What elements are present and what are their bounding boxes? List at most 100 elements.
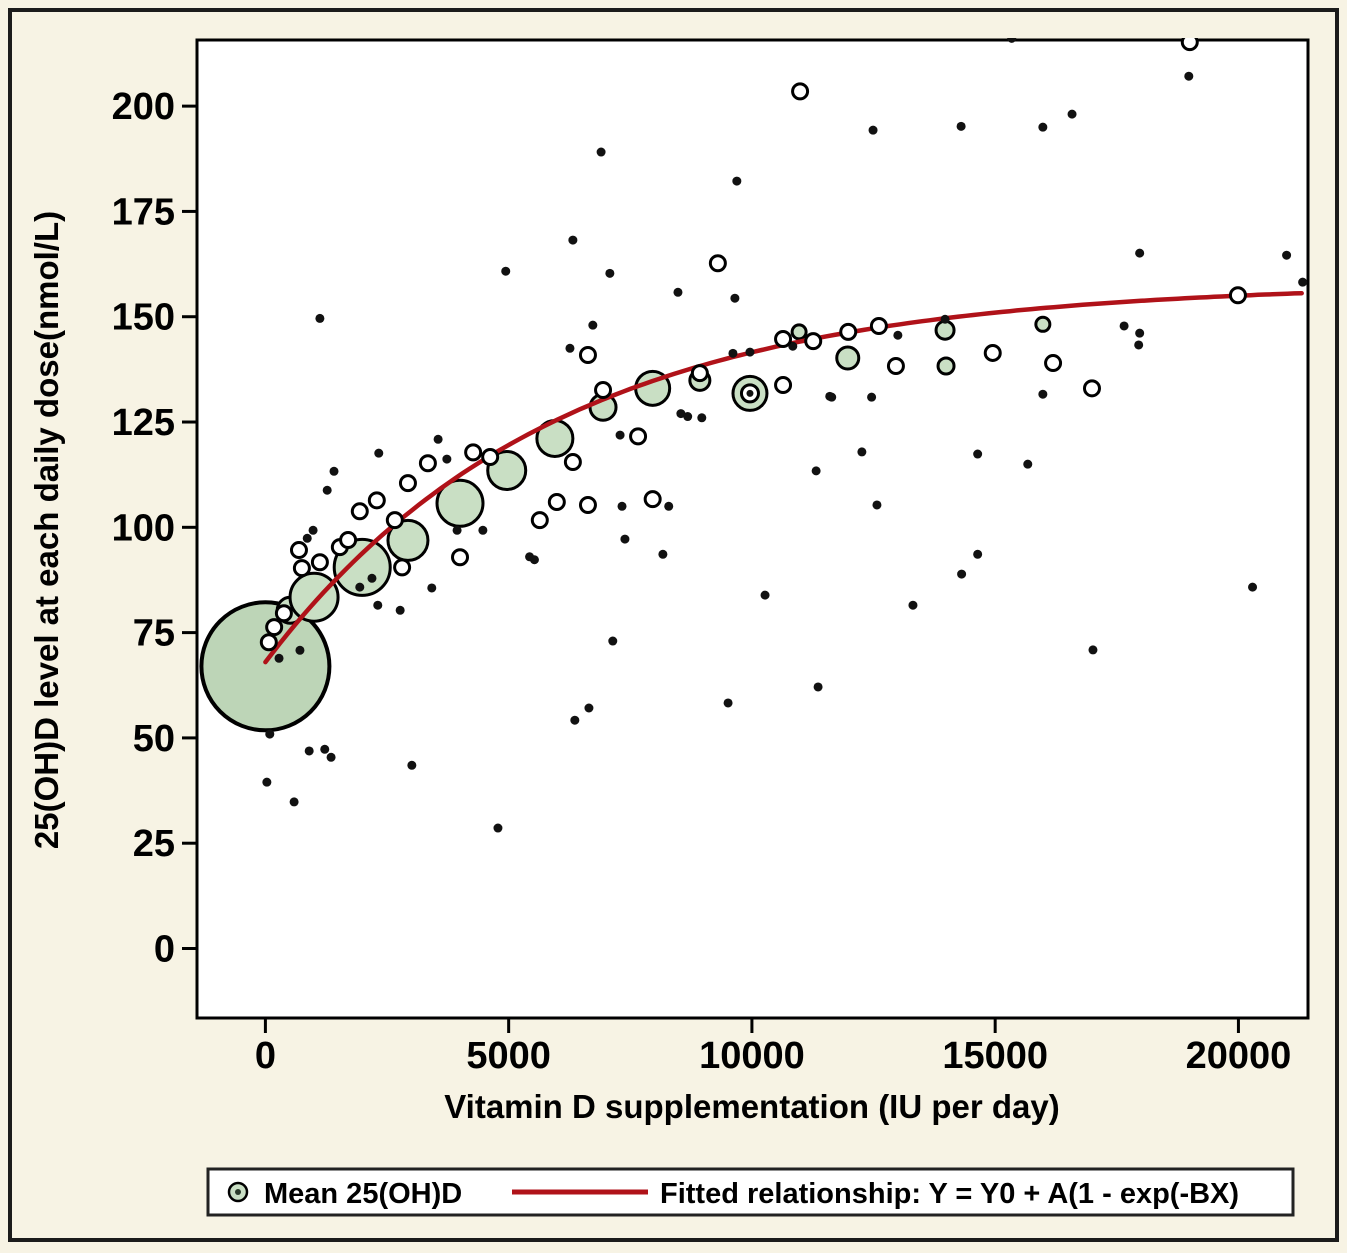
data-point-dot	[608, 636, 618, 646]
data-point-dot	[1282, 250, 1292, 260]
data-point-dot	[615, 430, 625, 440]
data-point-dot	[658, 549, 668, 559]
data-point-dot	[374, 448, 384, 458]
data-point-open-circle	[339, 530, 358, 549]
data-point-dot	[427, 583, 437, 593]
data-point-dot	[676, 409, 686, 419]
y-tick-label: 25	[133, 823, 175, 865]
data-point-dot	[1135, 248, 1145, 258]
data-point-open-circle	[983, 343, 1002, 362]
data-point-open-circle	[578, 495, 597, 514]
data-point-dot	[1298, 277, 1308, 287]
data-point-dot	[867, 392, 877, 402]
y-tick-label: 0	[154, 929, 175, 971]
data-point-dot	[664, 501, 674, 511]
data-point-dot	[295, 645, 305, 655]
data-point-dot	[872, 500, 882, 510]
data-point-dot	[893, 330, 903, 340]
axis-ticks: 0 25 50 75 100 125 150 175 200 0 5000 10000 15000 200…	[112, 86, 1292, 1077]
data-point-dot	[1007, 38, 1017, 43]
legend: Mean 25(OH)D Fitted relationship: Y = Y0…	[206, 1167, 1295, 1217]
data-point-open-circle	[1180, 38, 1199, 52]
data-point-open-circle	[774, 330, 793, 349]
data-point-dot	[1067, 109, 1077, 119]
data-point-open-circle	[708, 254, 727, 273]
data-point-dot	[908, 600, 918, 610]
y-tick-label: 175	[112, 191, 175, 233]
data-point-dot	[596, 147, 606, 157]
mean-bubble	[435, 478, 485, 528]
data-point-dot	[565, 343, 575, 353]
mean-bubble	[288, 571, 340, 623]
data-point-dot	[433, 434, 443, 444]
data-point-dot	[584, 703, 594, 713]
data-point-dot	[304, 746, 314, 756]
legend-mean-label: Mean 25(OH)D	[264, 1178, 462, 1210]
data-point-open-circle	[774, 375, 793, 394]
data-point-open-circle	[367, 491, 386, 510]
data-point-dot	[732, 176, 742, 186]
x-tick-label: 5000	[466, 1035, 551, 1077]
data-point-dot	[501, 266, 511, 276]
data-point-dot	[730, 293, 740, 303]
data-point-open-circle	[1082, 379, 1101, 398]
data-point-open-circle	[886, 357, 905, 375]
x-tick-label: 0	[255, 1035, 276, 1077]
data-point-dot	[274, 653, 284, 663]
mean-bubble	[386, 518, 430, 562]
data-point-dot	[1088, 645, 1098, 655]
data-point-open-circle	[310, 553, 329, 572]
mean-bubble	[332, 537, 392, 597]
data-point-open-circle	[839, 322, 858, 341]
data-point-dot	[407, 760, 417, 770]
data-point-dot	[857, 447, 867, 457]
data-point-dot	[673, 287, 683, 297]
data-point-dot	[813, 682, 823, 692]
data-point-dot	[568, 235, 578, 245]
data-point-dot	[1134, 340, 1144, 350]
data-point-dot	[940, 314, 950, 324]
data-point-open-circle	[594, 381, 613, 400]
green-circle-center-icon	[235, 1189, 241, 1195]
data-point-dot	[478, 525, 488, 535]
data-point-dot	[683, 412, 693, 422]
data-point-dot	[728, 348, 738, 358]
data-point-dot	[308, 525, 318, 535]
data-point-dot	[1184, 71, 1194, 81]
data-point-open-circle	[398, 474, 417, 493]
data-point-dot	[827, 392, 837, 402]
data-point-dot	[570, 715, 580, 725]
y-tick-label: 75	[133, 613, 175, 655]
data-point-open-circle	[259, 633, 278, 652]
y-tick-label: 50	[133, 718, 175, 760]
data-point-dot	[1248, 582, 1258, 592]
data-point-dot	[265, 729, 275, 739]
data-point-dot	[262, 777, 272, 787]
data-point-dot	[329, 466, 339, 476]
data-point-dot	[320, 744, 330, 754]
mean-bubble	[934, 319, 956, 341]
data-point-dot	[1038, 389, 1048, 399]
data-point-dot	[588, 320, 598, 330]
data-point-dot	[723, 698, 733, 708]
data-point-dot	[289, 797, 299, 807]
data-point-dot	[326, 752, 336, 762]
legend-fit-label: Fitted relationship: Y = Y0 + A(1 - exp(…	[660, 1178, 1239, 1210]
mean-bubble	[1034, 315, 1052, 333]
legend-box	[206, 1167, 1295, 1217]
y-axis-title: 25(OH)D level at each daily dose(nmol/L)	[28, 211, 65, 849]
data-point-open-circle	[563, 453, 582, 472]
data-point-open-circle	[690, 364, 709, 383]
mean-bubble	[199, 600, 332, 733]
y-tick-label: 100	[112, 507, 175, 549]
data-point-open-circle	[481, 447, 500, 466]
data-point-open-circle	[289, 541, 308, 560]
data-point-dot	[367, 573, 377, 583]
y-tick-label: 125	[112, 402, 175, 444]
data-point-dot	[302, 533, 312, 543]
data-point-open-circle	[530, 511, 549, 530]
data-point-open-circle	[869, 316, 888, 335]
data-point-dot	[605, 268, 615, 278]
